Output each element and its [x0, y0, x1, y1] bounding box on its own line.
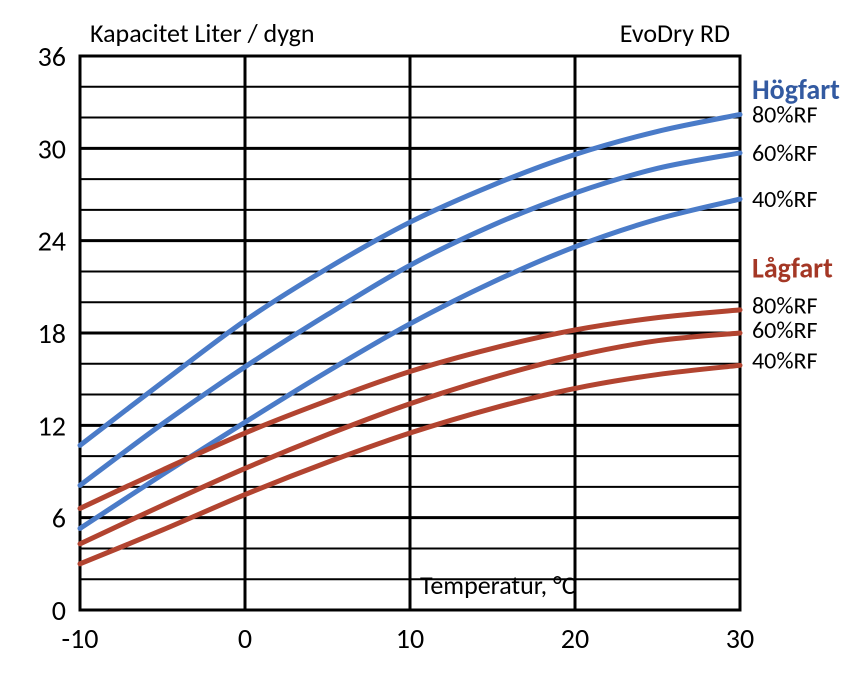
- x-tick-label: 30: [726, 621, 754, 656]
- chart-title-left: Kapacitet Liter / dygn: [90, 17, 315, 49]
- series-label-high_40: 40%RF: [752, 185, 818, 214]
- y-tick-label: 24: [38, 224, 66, 259]
- series-label-low_40: 40%RF: [752, 347, 818, 376]
- series-label-high_80: 80%RF: [752, 100, 818, 129]
- x-axis-label: Temperatur, °C: [420, 569, 576, 601]
- series-label-low_60: 60%RF: [752, 316, 818, 345]
- y-tick-label: 30: [38, 131, 66, 166]
- x-tick-label: 10: [396, 621, 424, 656]
- y-tick-label: 6: [52, 501, 66, 536]
- group-label-low: Lågfart: [752, 250, 833, 285]
- x-tick-label: 20: [561, 621, 589, 656]
- capacity-chart: 061218243036-100102030Kapacitet Liter / …: [0, 0, 845, 679]
- x-tick-label: 0: [238, 621, 252, 656]
- y-tick-label: 18: [38, 316, 66, 351]
- y-tick-label: 36: [38, 39, 66, 74]
- series-label-high_60: 60%RF: [752, 139, 818, 168]
- chart-title-right: EvoDry RD: [620, 17, 730, 49]
- x-tick-label: -10: [62, 621, 99, 656]
- y-tick-label: 12: [38, 408, 66, 443]
